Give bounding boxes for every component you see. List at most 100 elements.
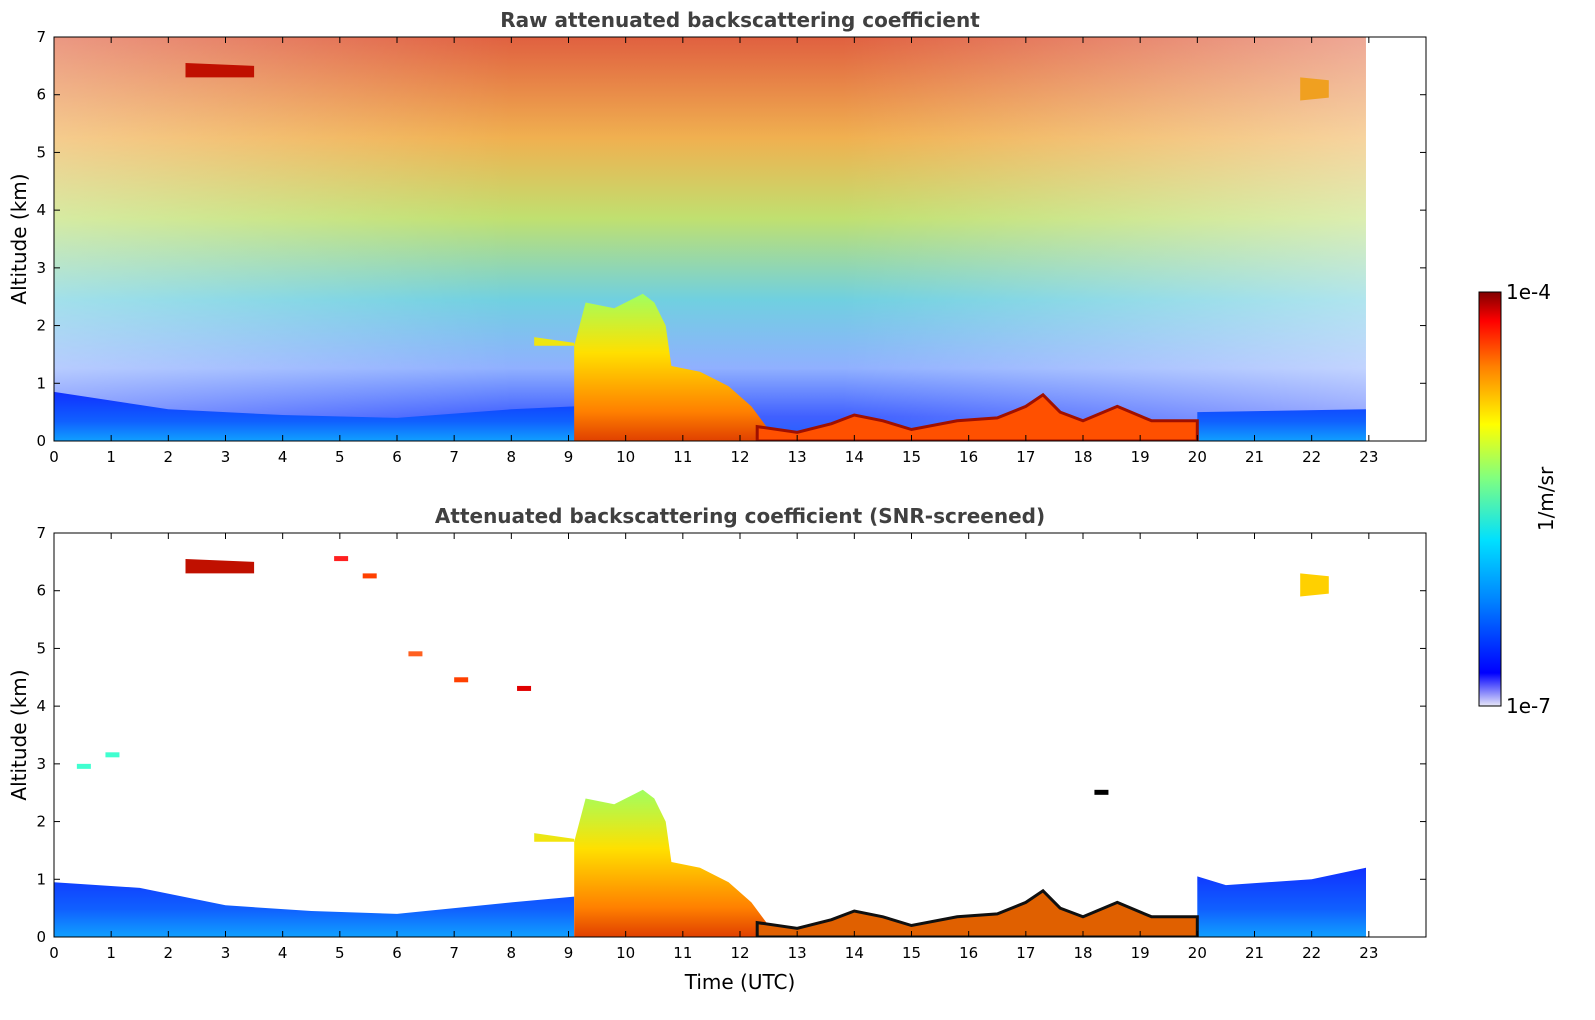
panel2-cirrus-early: [185, 559, 255, 574]
panel1-y-axis: 0 1 2 3 4 5 6 7: [36, 28, 1426, 450]
x-tick-label: 13: [788, 944, 807, 962]
y-tick-label: 6: [36, 86, 46, 104]
y-tick-label: 2: [36, 813, 46, 831]
x-tick-label: 18: [1073, 448, 1092, 466]
colorbar-max-label: 1e-4: [1506, 280, 1551, 304]
x-tick-label: 3: [221, 448, 231, 466]
y-tick-label: 7: [36, 28, 46, 46]
y-tick-label: 3: [36, 259, 46, 277]
x-tick-label: 22: [1302, 448, 1321, 466]
x-tick-label: 7: [449, 944, 459, 962]
isolated-return: [105, 752, 120, 758]
y-tick-label: 5: [36, 143, 46, 161]
x-tick-label: 7: [449, 448, 459, 466]
y-tick-label: 4: [36, 697, 46, 715]
isolated-return: [517, 685, 532, 691]
x-tick-label: 4: [278, 944, 288, 962]
x-tick-label: 8: [507, 448, 517, 466]
x-tick-label: 6: [392, 448, 402, 466]
panel2-low-cloud-layer: [755, 888, 1199, 937]
panel1-title: Raw attenuated backscattering coefficien…: [500, 8, 980, 32]
raw-backscatter-panel: Raw attenuated backscattering coefficien…: [7, 8, 1427, 466]
x-tick-label: 13: [788, 448, 807, 466]
x-tick-label: 0: [49, 448, 59, 466]
x-tick-label: 5: [335, 944, 345, 962]
x-tick-label: 20: [1188, 944, 1207, 962]
x-tick-label: 12: [730, 448, 749, 466]
x-tick-label: 4: [278, 448, 288, 466]
y-tick-label: 0: [36, 432, 46, 450]
x-tick-label: 9: [564, 944, 574, 962]
panel2-y-axis: 0 1 2 3 4 5 6 7: [36, 524, 1426, 946]
panel1-heatmap: [54, 37, 1426, 441]
x-tick-label: 10: [616, 448, 635, 466]
y-tick-label: 1: [36, 870, 46, 888]
y-tick-label: 3: [36, 755, 46, 773]
y-tick-label: 0: [36, 928, 46, 946]
panel2-axes-frame: [53, 532, 1427, 938]
x-tick-label: 2: [164, 448, 174, 466]
panel2-boundary-layer: [54, 867, 1366, 937]
x-tick-label: 15: [902, 944, 921, 962]
panel1-cloud-block: [534, 293, 769, 441]
y-tick-label: 1: [36, 374, 46, 392]
x-tick-label: 15: [902, 448, 921, 466]
x-tick-label: 22: [1302, 944, 1321, 962]
y-tick-label: 4: [36, 201, 46, 219]
y-tick-label: 6: [36, 582, 46, 600]
x-tick-label: 21: [1245, 944, 1264, 962]
x-tick-label: 2: [164, 944, 174, 962]
x-tick-label: 1: [106, 944, 116, 962]
colorbar: 1e-4 1e-7 1/m/sr: [1478, 280, 1558, 718]
panel2-y-label: Altitude (km): [7, 669, 31, 800]
x-tick-label: 9: [564, 448, 574, 466]
isolated-return: [454, 677, 469, 683]
panel1-boundary-layer: [54, 391, 1366, 441]
panel1-low-cloud-layer: [755, 392, 1199, 441]
x-tick-label: 23: [1359, 448, 1378, 466]
panel2-x-axis: 0 1 2 3 4 5 6 7 8 9 10 11 12 13 14 15 16 17 18 19 20 21 22 23: [49, 533, 1378, 962]
panel1-noise-fade: [54, 37, 1366, 441]
panel2-isolated-returns: [76, 556, 1109, 795]
x-tick-label: 11: [673, 944, 692, 962]
x-tick-label: 6: [392, 944, 402, 962]
snr-screened-panel: Attenuated backscattering coefficient (S…: [7, 504, 1427, 994]
panel2-heatmap: [54, 556, 1366, 937]
x-tick-label: 17: [1016, 944, 1035, 962]
x-tick-label: 19: [1131, 944, 1150, 962]
x-tick-label: 14: [845, 448, 864, 466]
x-tick-label: 5: [335, 448, 345, 466]
isolated-return: [334, 556, 349, 562]
colorbar-unit-label: 1/m/sr: [1534, 466, 1558, 531]
isolated-return: [408, 651, 423, 657]
isolated-return: [1094, 789, 1109, 795]
panel1-no-data-region: [1365, 37, 1426, 441]
panel2-x-label: Time (UTC): [684, 970, 796, 994]
panel2-cirrus-late: [1300, 573, 1329, 597]
x-tick-label: 10: [616, 944, 635, 962]
x-tick-label: 20: [1188, 448, 1207, 466]
x-tick-label: 19: [1131, 448, 1150, 466]
panel1-cirrus-early: [185, 63, 255, 78]
y-tick-label: 2: [36, 317, 46, 335]
x-tick-label: 11: [673, 448, 692, 466]
x-tick-label: 0: [49, 944, 59, 962]
isolated-return: [362, 573, 377, 579]
y-tick-label: 7: [36, 524, 46, 542]
panel1-x-axis: 0 1 2 3 4 5 6 7 8 9 10 11 12 13 14 15 16 17 18 19 20 21 22 23: [49, 37, 1378, 466]
x-tick-label: 16: [959, 448, 978, 466]
x-tick-label: 18: [1073, 944, 1092, 962]
x-tick-label: 3: [221, 944, 231, 962]
panel2-title: Attenuated backscattering coefficient (S…: [435, 504, 1045, 528]
colorbar-min-label: 1e-7: [1506, 694, 1551, 718]
isolated-return: [76, 763, 91, 769]
x-tick-label: 14: [845, 944, 864, 962]
y-tick-label: 5: [36, 639, 46, 657]
x-tick-label: 23: [1359, 944, 1378, 962]
x-tick-label: 8: [507, 944, 517, 962]
colorbar-gradient: [1478, 291, 1502, 707]
x-tick-label: 16: [959, 944, 978, 962]
panel2-cloud-block: [534, 789, 769, 937]
x-tick-label: 17: [1016, 448, 1035, 466]
